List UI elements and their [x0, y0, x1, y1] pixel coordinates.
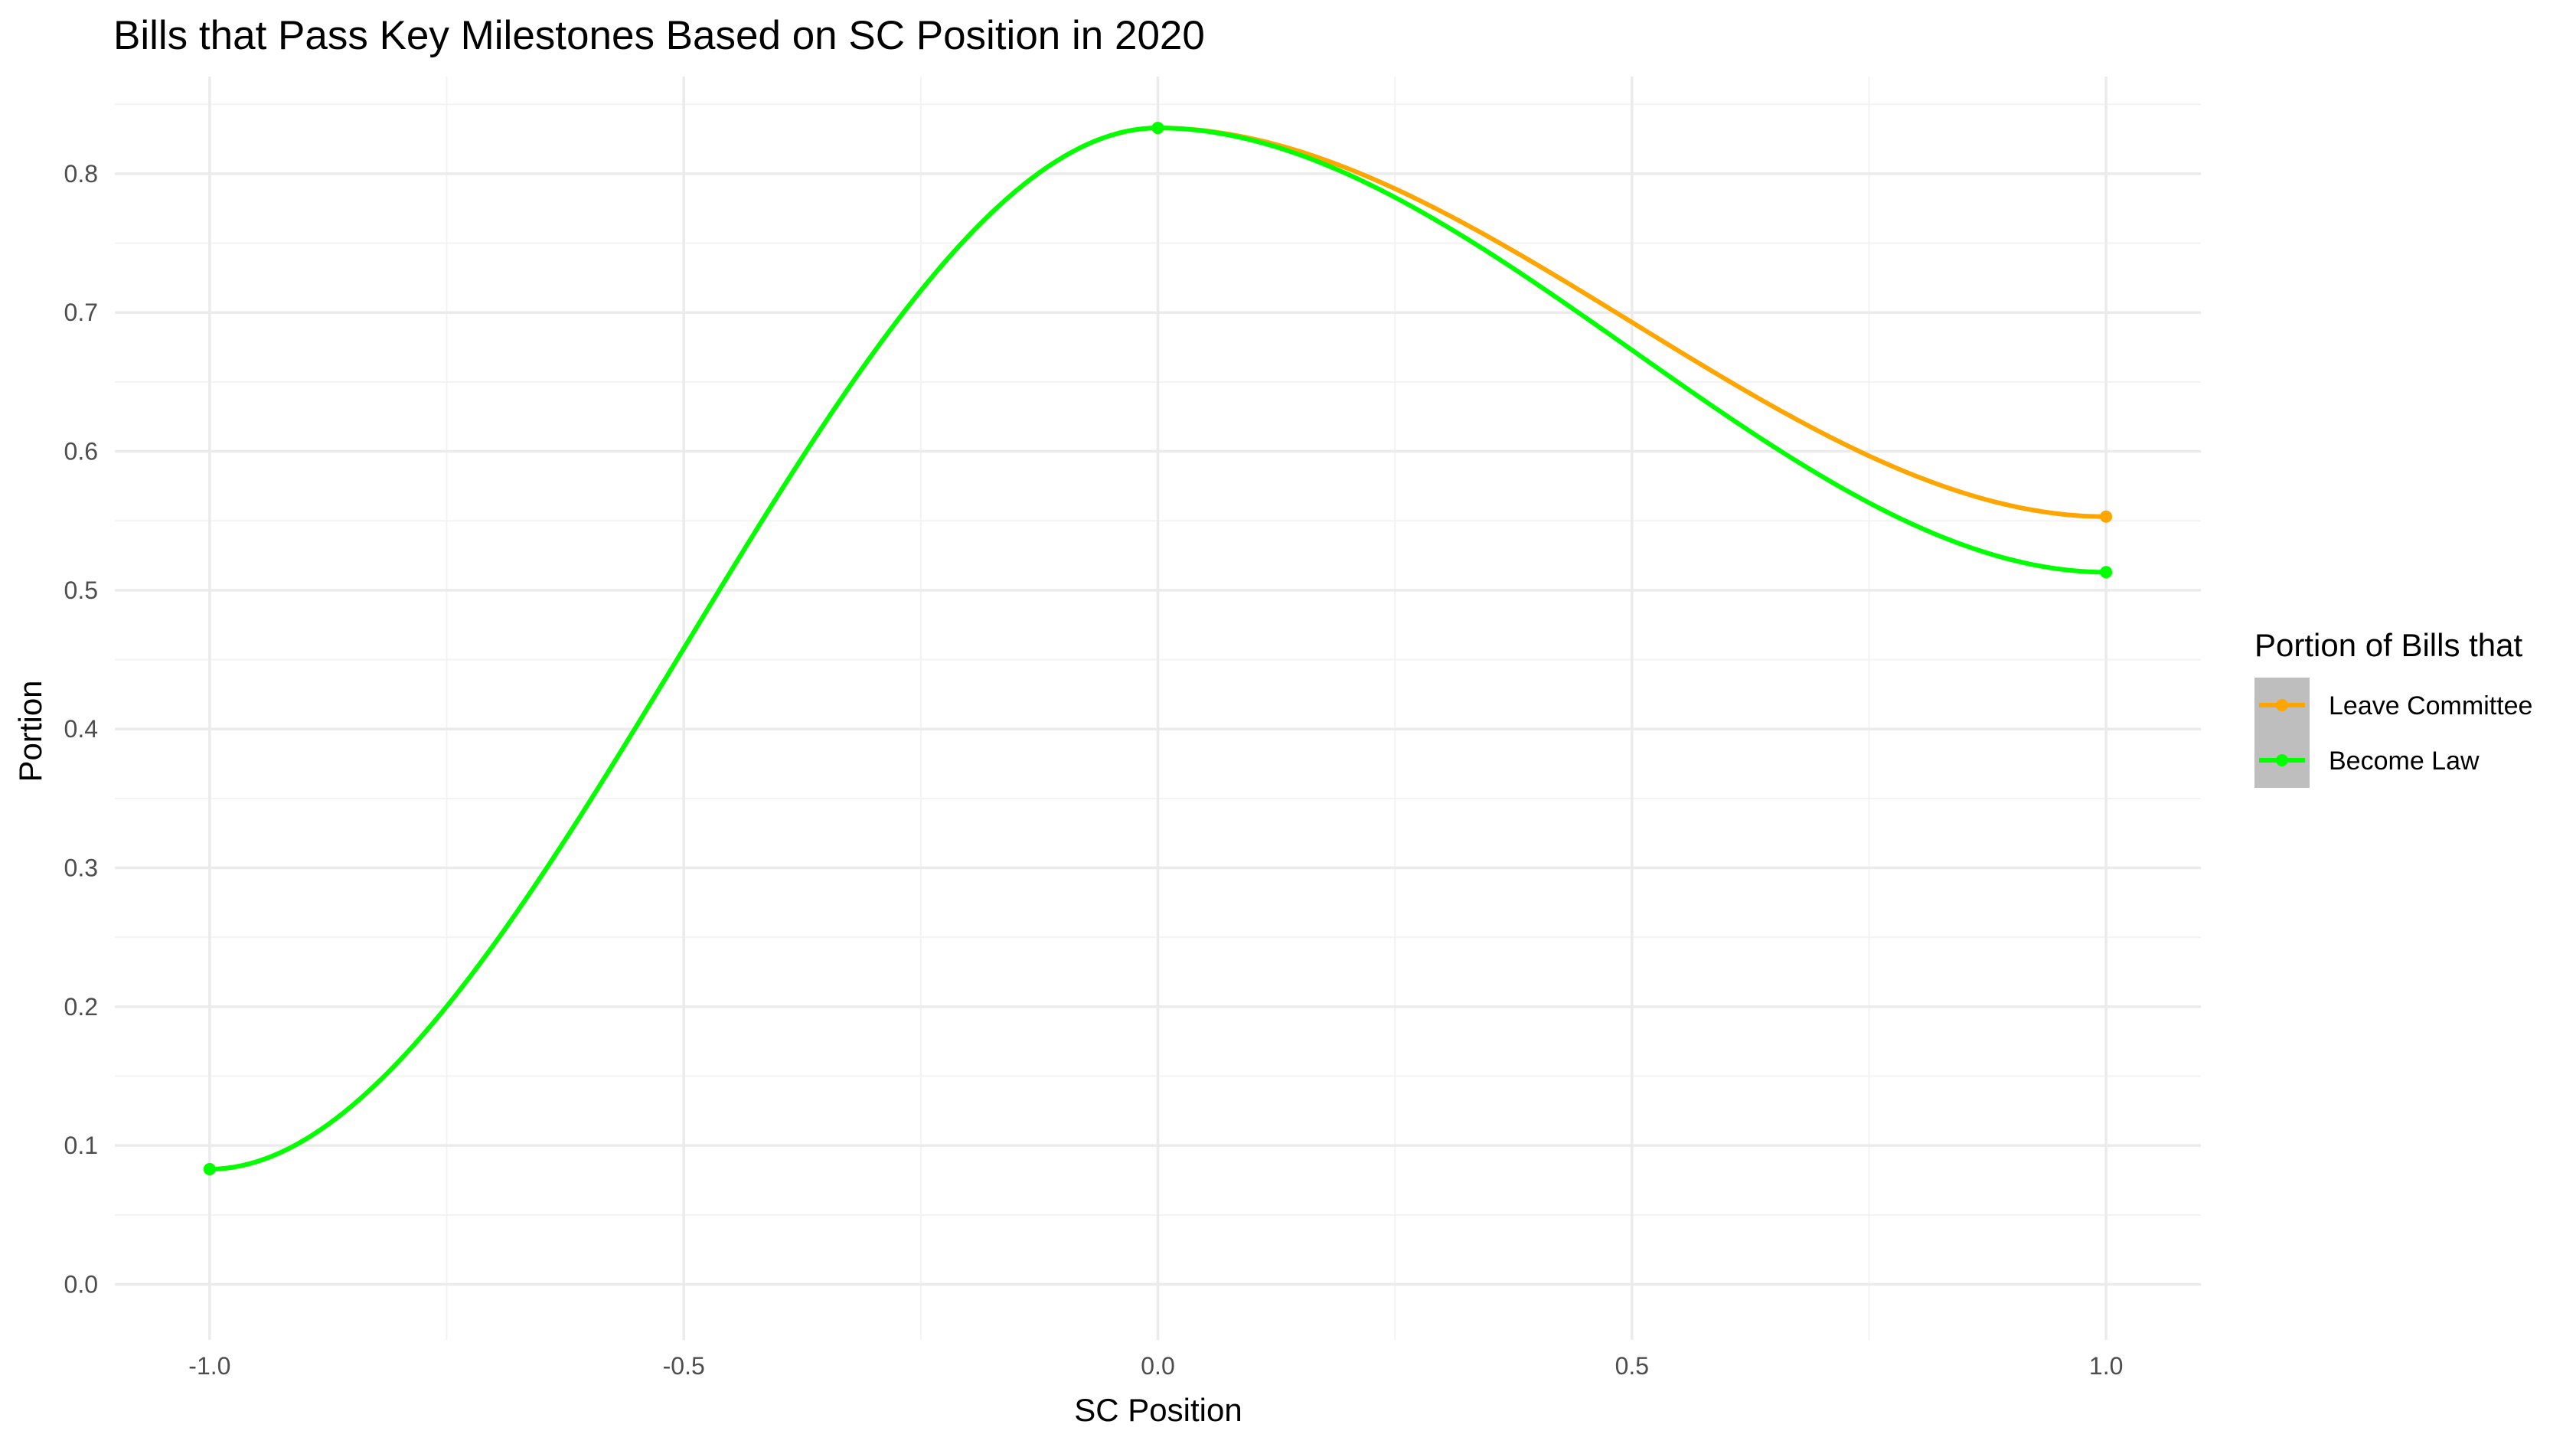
x-tick-label: 0.5 [1615, 1352, 1649, 1380]
x-axis-title: SC Position [1074, 1392, 1242, 1428]
x-tick-label: 0.0 [1141, 1352, 1174, 1380]
legend: Portion of Bills that Leave Committee Bec… [2254, 627, 2532, 788]
x-tick-label: -0.5 [663, 1352, 705, 1380]
x-axis-ticks: -1.0 -0.5 0.0 0.5 1.0 [188, 1352, 2123, 1380]
x-tick-label: -1.0 [188, 1352, 230, 1380]
y-tick-label: 0.0 [64, 1270, 98, 1298]
major-gridlines [115, 77, 2201, 1340]
chart-title: Bills that Pass Key Milestones Based on … [113, 13, 1205, 58]
legend-label-leave-committee: Leave Committee [2329, 691, 2532, 720]
y-axis-title: Portion [12, 680, 48, 782]
legend-items: Leave Committee Become Law [2254, 678, 2532, 788]
legend-label-become-law: Become Law [2329, 747, 2480, 776]
series-layer [203, 122, 2113, 1175]
y-tick-label: 0.4 [64, 715, 98, 743]
y-tick-label: 0.3 [64, 854, 98, 882]
legend-title: Portion of Bills that [2254, 627, 2523, 663]
y-tick-label: 0.2 [64, 993, 98, 1021]
y-tick-label: 0.8 [64, 160, 98, 188]
y-axis-ticks: 0.0 0.1 0.2 0.3 0.4 0.5 0.6 0.7 0.8 [64, 160, 98, 1299]
legend-key-point-become-law [2276, 754, 2288, 766]
y-tick-label: 0.5 [64, 577, 98, 604]
y-tick-label: 0.1 [64, 1132, 98, 1159]
legend-key-point-leave-committee [2276, 699, 2288, 711]
y-tick-label: 0.6 [64, 438, 98, 466]
data-point-become-law [1151, 122, 1164, 135]
data-point-become-law [203, 1162, 216, 1175]
data-point-leave-committee [2100, 510, 2113, 523]
y-tick-label: 0.7 [64, 299, 98, 326]
x-tick-label: 1.0 [2089, 1352, 2123, 1380]
data-point-become-law [2100, 566, 2113, 579]
